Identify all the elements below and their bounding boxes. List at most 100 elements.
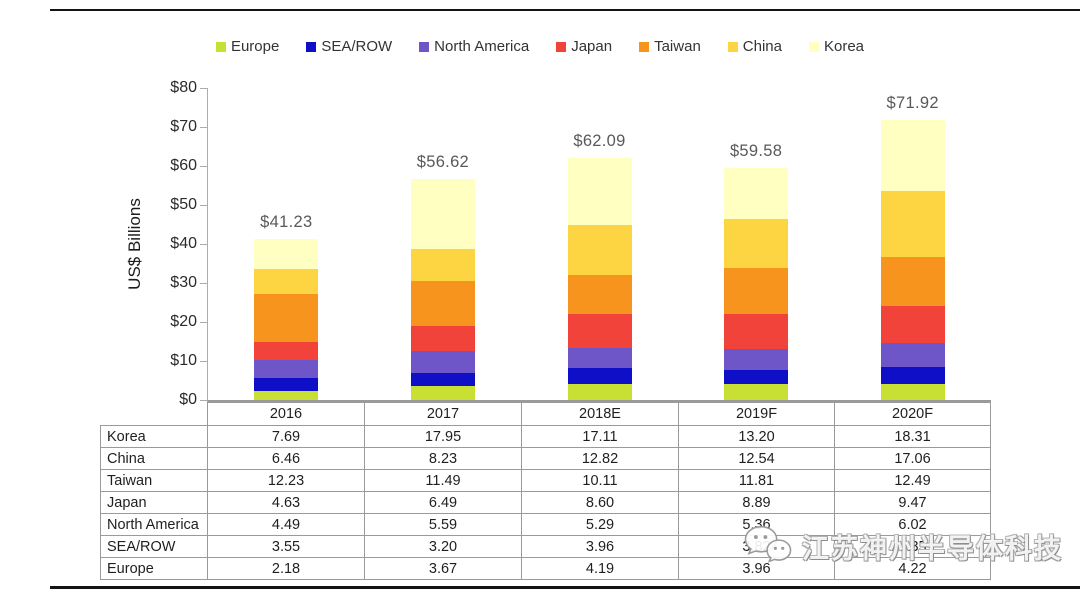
legend-label: SEA/ROW (321, 38, 393, 55)
y-tick-mark (200, 205, 207, 206)
value-cell: 4.22 (834, 557, 991, 580)
bar-segment-japan (724, 314, 789, 349)
chart-data-table: 2016 2017 2018E 2019F 2020F Korea 7.69 17.95 17.… (100, 402, 991, 580)
value-cell: 12.49 (834, 469, 991, 492)
value-cell: 5.29 (521, 513, 679, 536)
y-tick-label: $10 (170, 352, 197, 369)
y-tick-mark (200, 244, 207, 245)
bar-segment-japan (410, 326, 475, 352)
bar-segment-korea (724, 167, 789, 220)
legend-swatch (809, 41, 819, 52)
y-axis-title: US$ Billions (125, 198, 144, 290)
bar-segment-korea (410, 179, 475, 250)
legend-label: North America (434, 38, 530, 55)
value-cell: 11.81 (678, 469, 835, 492)
row-label: Taiwan (100, 469, 208, 492)
row-label: SEA/ROW (100, 535, 208, 558)
value-cell: 13.20 (678, 425, 835, 448)
legend-label: Japan (571, 38, 613, 55)
bar-segment-japan (880, 306, 945, 344)
y-tick-label: $70 (170, 118, 197, 135)
y-tick-mark (200, 166, 207, 167)
table-year-header: 2018E (521, 402, 679, 426)
legend-item-sea-row: SEA/ROW (306, 38, 392, 55)
bar-total-label: $56.62 (416, 153, 470, 172)
stacked-bar-2016: $41.23 (254, 213, 319, 400)
bar-segment-japan (254, 342, 319, 361)
value-cell: 5.36 (678, 513, 835, 536)
value-cell: 3.67 (364, 557, 522, 580)
bar-total-label: $41.23 (260, 213, 313, 232)
legend-item-japan: Japan (556, 38, 612, 55)
bar-segment-north-america (724, 348, 789, 370)
bar-segment-china (880, 190, 945, 258)
bar-segment-china (724, 219, 789, 268)
bar-segment-korea (567, 157, 632, 225)
value-cell: 12.23 (207, 469, 365, 492)
legend-item-korea: Korea (809, 38, 864, 55)
value-cell: 3.55 (207, 535, 365, 558)
bar-total-label: $71.92 (886, 93, 939, 112)
bar-segment-sea-row (254, 377, 319, 392)
legend-swatch (556, 41, 567, 52)
value-cell: 12.82 (521, 447, 679, 470)
y-tick-label: $20 (170, 313, 197, 330)
value-cell: 5.59 (364, 513, 522, 536)
bar-segment-europe (567, 383, 632, 400)
bar-total-label: $62.09 (573, 131, 626, 150)
value-cell: 3.96 (521, 535, 679, 558)
value-cell: 3.96 (678, 557, 835, 580)
value-cell: 12.54 (678, 447, 835, 470)
bar-segment-taiwan (410, 281, 475, 327)
value-cell: 4.19 (521, 557, 679, 580)
bar-segment-taiwan (567, 274, 632, 315)
y-tick-mark (200, 283, 207, 284)
value-cell: 18.31 (834, 425, 991, 448)
table-year-header: 2019F (678, 402, 835, 426)
table-corner-cell (101, 403, 208, 426)
table-row: China 6.46 8.23 12.82 12.54 17.06 (100, 447, 991, 470)
legend-swatch (727, 41, 738, 52)
value-cell: 9.47 (834, 491, 991, 514)
y-tick-mark (200, 400, 207, 401)
y-tick-mark (200, 127, 207, 128)
bar-segment-sea-row (880, 366, 945, 384)
bar-segment-china (254, 269, 319, 295)
row-label: Europe (100, 557, 208, 580)
bar-segment-europe (880, 383, 945, 400)
value-cell: 7.69 (207, 425, 365, 448)
value-cell: 4.35 (834, 535, 991, 558)
chart-legend: Europe SEA/ROW North America Japan Taiwan Chi… (0, 38, 1080, 55)
value-cell: 8.89 (678, 491, 835, 514)
bar-segment-north-america (567, 347, 632, 369)
legend-label: China (742, 38, 782, 55)
legend-label: Europe (230, 38, 280, 55)
bar-segment-europe (254, 391, 319, 400)
y-tick-mark (200, 361, 207, 362)
value-cell: 6.02 (834, 513, 991, 536)
value-cell: 17.95 (364, 425, 522, 448)
row-label: China (100, 447, 208, 470)
legend-item-taiwan: Taiwan (639, 38, 701, 55)
table-row: Taiwan 12.23 11.49 10.11 11.81 12.49 (100, 469, 991, 492)
legend-item-north-america: North America (419, 38, 529, 55)
legend-label: Korea (824, 38, 865, 55)
bar-total-label: $59.58 (729, 141, 783, 160)
bar-segment-taiwan (880, 257, 945, 307)
bar-segment-china (567, 224, 632, 275)
value-cell: 11.49 (364, 469, 522, 492)
bar-segment-europe (724, 384, 789, 400)
top-divider (50, 9, 1080, 11)
bar-segment-north-america (880, 343, 945, 367)
value-cell: 6.49 (364, 491, 522, 514)
legend-item-europe: Europe (215, 38, 280, 55)
bar-segment-europe (410, 385, 475, 400)
value-cell: 8.23 (364, 447, 522, 470)
y-tick-mark (200, 322, 207, 323)
legend-swatch (306, 41, 317, 52)
bar-segment-north-america (410, 351, 475, 374)
bar-segment-japan (567, 314, 632, 348)
table-row: Korea 7.69 17.95 17.11 13.20 18.31 (100, 425, 991, 448)
bar-segment-sea-row (410, 373, 475, 386)
table-row: Japan 4.63 6.49 8.60 8.89 9.47 (100, 491, 991, 514)
